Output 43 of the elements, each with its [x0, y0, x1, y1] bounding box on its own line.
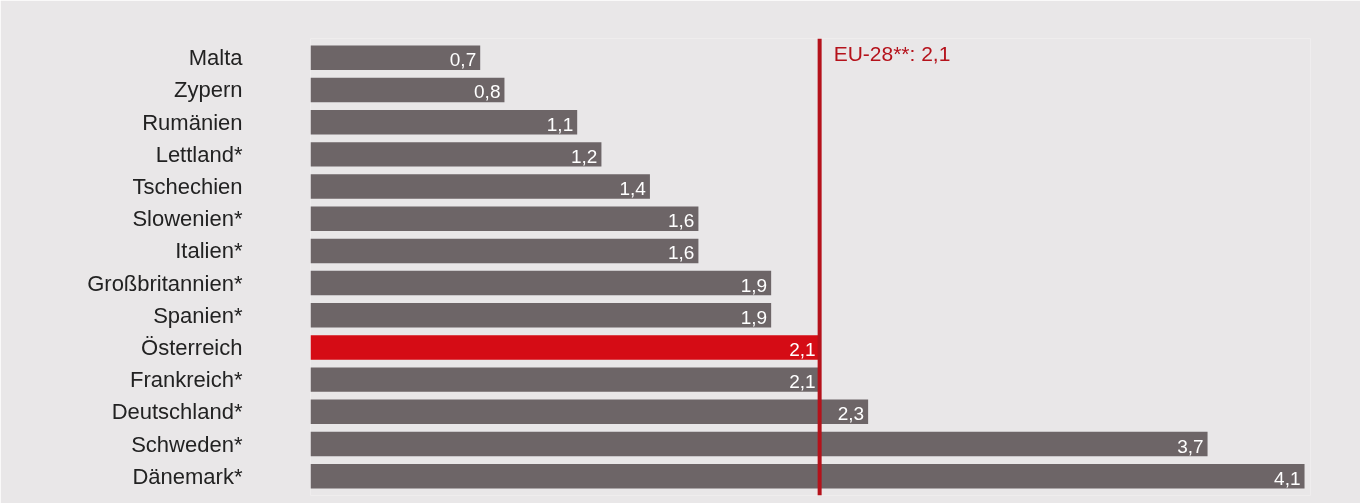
data-label: 1,9 [740, 306, 768, 328]
bar [310, 367, 820, 392]
y-tick-label: Slowenien* [132, 206, 243, 232]
y-tick-label: Dänemark* [132, 463, 243, 489]
data-label: 1,9 [740, 274, 768, 296]
data-label: 0,7 [449, 49, 477, 71]
y-tick-label: Italien* [175, 238, 243, 264]
y-tick-label: Frankreich* [130, 367, 243, 393]
data-label: 2,1 [789, 338, 816, 360]
bar [310, 45, 481, 71]
bar [310, 431, 1208, 457]
y-tick-label: Tschechien [132, 174, 243, 200]
bar [310, 335, 820, 360]
y-tick-label: Spanien* [153, 302, 243, 328]
y-tick-label: Schweden* [131, 431, 243, 457]
data-label: 3,7 [1177, 435, 1204, 457]
bar [310, 270, 772, 296]
data-label: 2,3 [837, 403, 865, 425]
data-label: 1,6 [668, 242, 695, 264]
bar [310, 77, 505, 103]
bar [310, 142, 602, 167]
data-label: 1,4 [619, 178, 647, 200]
data-label: 0,8 [474, 81, 501, 103]
y-tick-label: Rumänien [142, 109, 243, 135]
data-label: 1,2 [571, 145, 598, 167]
data-label: 1,1 [546, 113, 574, 135]
y-tick-label: Lettland* [155, 141, 243, 167]
bar [310, 109, 578, 135]
ref-line-label: EU-28**: 2,1 [833, 42, 951, 66]
bar [310, 463, 1305, 489]
y-tick-label: Österreich [141, 334, 243, 360]
bar [310, 303, 772, 328]
y-tick-label: Zypern [174, 77, 243, 103]
y-tick-label: Großbritannien* [87, 270, 243, 296]
data-label: 2,1 [789, 371, 816, 393]
data-label: 1,6 [668, 210, 695, 232]
bar [310, 174, 650, 199]
bar [310, 238, 699, 264]
bar [310, 399, 869, 425]
y-tick-label: Deutschland* [111, 399, 243, 425]
y-tick-label: Malta [188, 45, 244, 71]
data-label: 4,1 [1274, 467, 1301, 489]
bar [310, 206, 699, 231]
